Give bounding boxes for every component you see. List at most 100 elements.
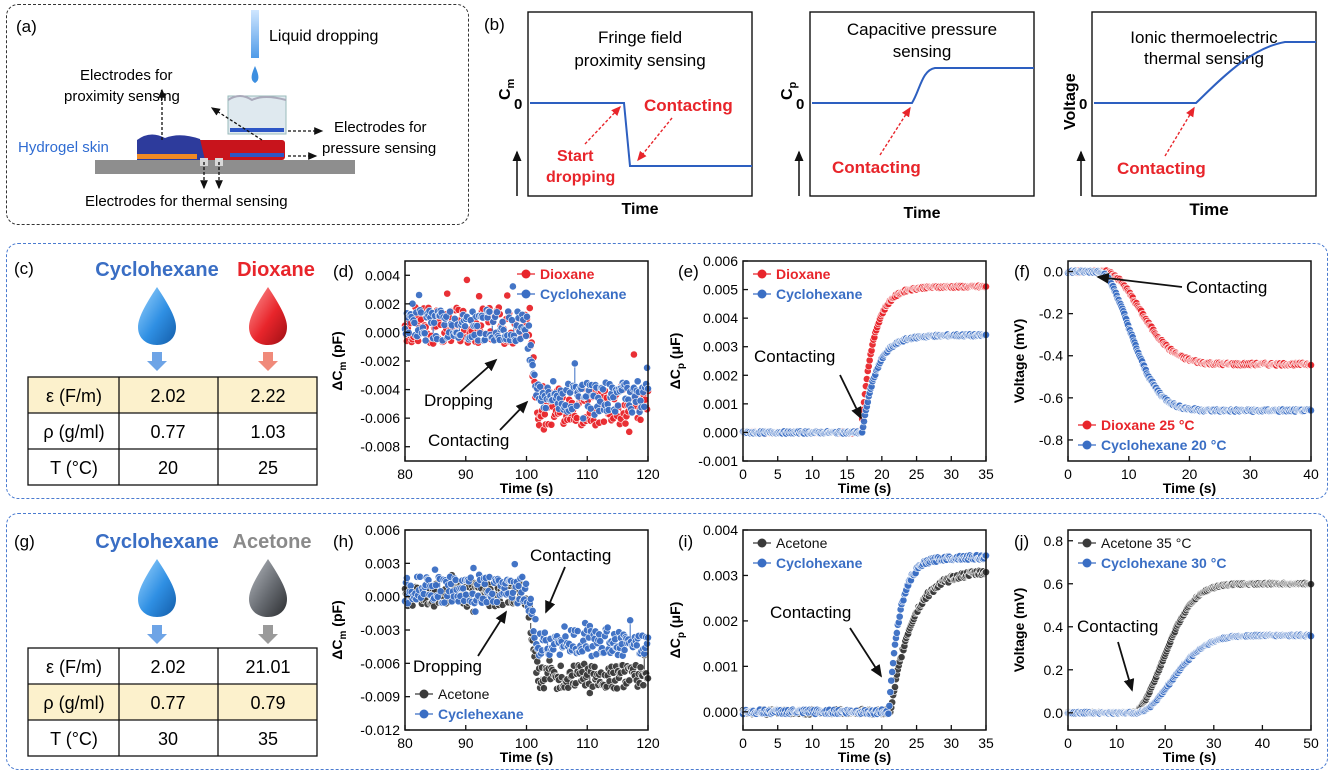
c-val-3-1: 20: [158, 458, 178, 478]
liquid-dropping-label: Liquid dropping: [269, 28, 378, 45]
annotation-d-0: Dropping: [424, 391, 493, 410]
y-tick-label: 0.004: [365, 267, 400, 283]
y-tick-label: -0.006: [360, 655, 400, 671]
ylabel-unit: (pF): [329, 600, 345, 630]
c-table-border: [27, 376, 318, 486]
y-tick-label: 0.001: [703, 658, 738, 674]
b1-frame: [527, 11, 753, 197]
data-point: [614, 401, 622, 410]
ylabel-sub: m: [338, 362, 349, 371]
chart-f-ylabel: Voltage (mV): [1011, 319, 1027, 404]
legend-marker: [757, 289, 767, 299]
series-d-1: [401, 282, 652, 423]
g-liquid-1: Cyclohexane: [95, 531, 218, 553]
y-tick-label: 0.6: [1044, 576, 1064, 592]
x-tick-label: 0: [1064, 466, 1072, 482]
annotation-i-0: Contacting: [770, 603, 851, 622]
data-point: [443, 289, 452, 298]
annotation-h-1: Contacting: [530, 546, 611, 565]
ylabel-unit: (μF): [667, 602, 683, 632]
y-tick-label: 0.000: [703, 424, 738, 440]
data-point: [410, 318, 419, 327]
legend-marker: [1082, 538, 1092, 548]
annotation-e-0: Contacting: [754, 347, 835, 366]
chart-h: (h)80 90 100 110 120-0.012-0.009-0.006-0.003…: [329, 522, 660, 765]
data-point: [420, 329, 429, 338]
data-point: [440, 598, 449, 607]
data-point: [599, 385, 607, 394]
b1-arrow-start: [584, 105, 621, 145]
panel-c: (c) Cyclohexane Dioxane ε (F/m) 2.02 2.2…: [14, 259, 318, 486]
g-table: ε (F/m) 2.02 21.01 ρ (g/ml) 0.77 0.79 T …: [27, 647, 318, 757]
x-tick-label: 120: [636, 466, 660, 482]
c-val-2-2: 1.03: [250, 422, 285, 442]
y-tick-label: 0.003: [365, 555, 400, 571]
series-e-1: [739, 330, 990, 438]
b2-zero: 0: [796, 96, 804, 113]
data-point: [620, 646, 629, 654]
data-point: [886, 688, 895, 697]
data-point: [498, 318, 507, 326]
legend-label: Cyclohexane 30 °C: [1101, 555, 1226, 571]
g-val-1-1: 2.02: [150, 657, 185, 677]
g-liquid-2: Acetone: [233, 531, 312, 553]
b3-zero: 0: [1079, 96, 1087, 113]
b2-contacting: Contacting: [832, 158, 921, 177]
legend-label: Acetone: [438, 686, 490, 702]
data-point: [643, 363, 651, 372]
y-tick-label: -0.2: [1039, 306, 1063, 322]
legend-label: Cyclohexane: [776, 286, 863, 302]
x-tick-label: 15: [839, 466, 855, 482]
annotation-arrow: [849, 627, 882, 678]
b3-title-2: thermal sensing: [1144, 49, 1264, 68]
data-point: [600, 417, 608, 426]
series-i-0: [739, 566, 990, 719]
data-point: [630, 350, 638, 359]
legend-marker: [521, 269, 531, 279]
data-point: [884, 709, 893, 718]
data-point: [522, 332, 530, 340]
data-point: [613, 684, 621, 693]
b1-xlabel: Time: [621, 201, 658, 218]
g-val-2-1: 0.77: [150, 693, 185, 713]
y-tick-label: 0.000: [703, 704, 738, 720]
data-point: [590, 662, 599, 671]
legend-marker: [757, 538, 767, 548]
legend-marker: [757, 269, 767, 279]
y-tick-label: 0.003: [703, 339, 738, 355]
data-point: [456, 331, 465, 340]
prox-label-1: Electrodes for: [80, 67, 173, 84]
data-point: [626, 616, 635, 625]
x-tick-label: 100: [515, 466, 539, 482]
g-row-2-bg: [28, 684, 317, 720]
data-point: [890, 649, 898, 658]
b3-xlabel: Time: [1189, 200, 1228, 219]
c-arrow-red: [258, 352, 278, 371]
hydrogel-skin-label: Hydrogel skin: [18, 139, 109, 156]
legend-label: Cyclehexane: [438, 706, 524, 722]
ylabel-main: ΔC: [329, 640, 345, 660]
chart-d-label: (d): [333, 262, 354, 281]
ylabel-main: Voltage (mV): [1011, 588, 1027, 673]
chart-h-ylabel: ΔCm (pF): [329, 600, 349, 659]
g-prop-1: ε (F/m): [46, 657, 102, 677]
y-tick-label: 0.000: [365, 589, 400, 605]
y-tick-label: -0.006: [360, 410, 400, 426]
legend-marker: [1082, 420, 1092, 430]
data-point: [463, 276, 471, 284]
data-point: [432, 581, 440, 590]
chart-i: (i)0 5 10 15 20 25 30 350.0000.0010.0020.0030.0…: [667, 522, 994, 765]
data-point: [451, 576, 460, 584]
b3-curve: [1094, 41, 1316, 104]
y-tick-label: -0.4: [1039, 348, 1063, 364]
b2-ylabel: Cp: [779, 81, 799, 100]
y-tick-label: -0.008: [360, 439, 400, 455]
x-tick-label: 110: [576, 735, 599, 751]
c-prop-1: ε (F/m): [46, 386, 102, 406]
y-tick-label: 0.0: [1044, 705, 1064, 721]
b1-zero: 0: [514, 96, 522, 113]
data-point: [473, 322, 482, 330]
data-point: [503, 291, 512, 300]
orange-electrode: [137, 154, 197, 159]
